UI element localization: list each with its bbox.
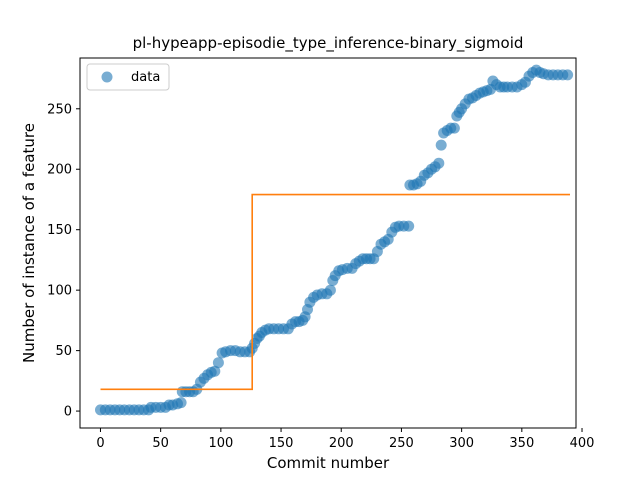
y-tick-label: 100 <box>47 284 72 299</box>
legend: data <box>86 63 170 91</box>
x-tick-label: 0 <box>96 436 104 451</box>
y-tick-label: 0 <box>64 405 72 420</box>
x-tick-label: 50 <box>152 436 169 451</box>
data-point <box>562 69 574 81</box>
data-point <box>435 139 447 151</box>
x-tick-label: 150 <box>269 436 294 451</box>
x-tick-label: 250 <box>389 436 414 451</box>
data-point <box>212 357 224 369</box>
plot-area <box>95 64 574 416</box>
x-tick-label: 200 <box>329 436 354 451</box>
legend-label-data: data <box>131 70 160 85</box>
y-axis-label: Number of instance of a feature <box>20 123 38 363</box>
data-point <box>448 122 460 134</box>
x-tick-label: 100 <box>208 436 233 451</box>
chart-title: pl-hypeapp-episodie_type_inference-binar… <box>133 34 524 53</box>
x-axis: 0 50 100 150 200 250 300 350 400 <box>96 428 594 451</box>
x-axis-label: Commit number <box>267 454 390 472</box>
legend-marker-data <box>101 71 113 83</box>
y-tick-label: 200 <box>47 163 72 178</box>
x-tick-label: 400 <box>570 436 595 451</box>
data-point <box>209 365 221 377</box>
axes-frame <box>79 57 577 429</box>
x-tick-label: 300 <box>449 436 474 451</box>
data-point <box>403 220 415 232</box>
data-point <box>324 284 336 296</box>
data-point <box>175 397 187 409</box>
fit-step-line <box>100 193 570 391</box>
legend-box <box>86 63 170 91</box>
data-point <box>433 157 445 169</box>
x-tick-label: 350 <box>509 436 534 451</box>
y-tick-label: 250 <box>47 102 72 117</box>
y-tick-label: 50 <box>55 344 72 359</box>
y-tick-label: 150 <box>47 223 72 238</box>
y-axis: 0 50 100 150 200 250 <box>47 102 80 420</box>
